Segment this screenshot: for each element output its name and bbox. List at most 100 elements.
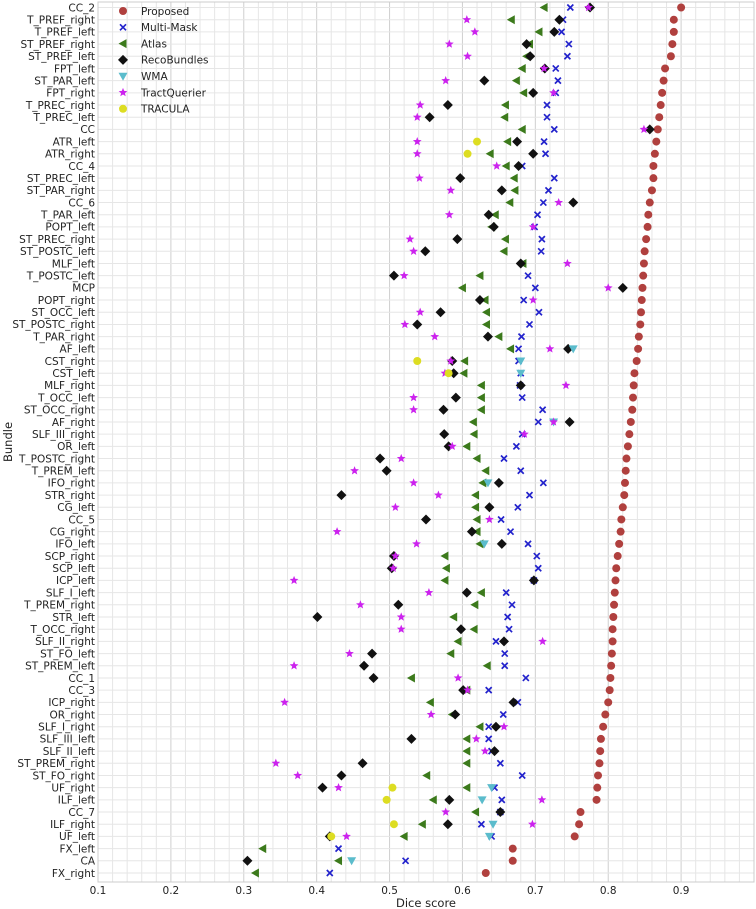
point-atlas xyxy=(517,63,526,73)
point-wma xyxy=(484,832,494,841)
point-proposed xyxy=(640,247,649,256)
point-atlas xyxy=(425,697,434,707)
point-atlas xyxy=(501,161,510,171)
point-wma xyxy=(483,479,493,488)
legend-marker xyxy=(118,72,128,81)
point-multi-mask xyxy=(535,308,543,316)
point-wma xyxy=(347,857,357,866)
point-multi-mask xyxy=(512,442,520,450)
point-multi-mask xyxy=(485,735,493,743)
point-tractquerier xyxy=(603,283,613,292)
y-tick-label: CC_7 xyxy=(68,807,95,819)
point-proposed xyxy=(656,101,665,110)
point-atlas xyxy=(449,612,458,622)
series-wma xyxy=(347,345,578,866)
series-atlas xyxy=(250,3,548,878)
point-atlas xyxy=(511,76,520,86)
point-proposed xyxy=(653,125,662,134)
point-tractquerier xyxy=(471,734,481,743)
point-tractquerier xyxy=(462,15,472,24)
point-tractquerier xyxy=(388,563,398,572)
point-atlas xyxy=(258,844,267,854)
point-atlas xyxy=(469,624,478,634)
point-multi-mask xyxy=(504,613,512,621)
y-tick-label: SLF_III_right xyxy=(32,429,95,441)
y-tick-label: SLF_II_right xyxy=(35,636,95,648)
x-tick-label: 0.1 xyxy=(90,885,107,897)
y-tick-label: ST_PREC_right xyxy=(19,234,95,246)
point-proposed xyxy=(634,332,643,341)
legend-item-recobundles: RecoBundles xyxy=(118,55,209,67)
point-atlas xyxy=(472,514,481,524)
point-atlas xyxy=(399,831,408,841)
point-proposed xyxy=(649,174,658,183)
y-tick-label: STR_left xyxy=(52,612,95,624)
y-tick-label: FX_left xyxy=(60,843,96,855)
point-recobundles xyxy=(474,295,485,306)
point-proposed xyxy=(638,283,647,292)
x-tick-label: 0.7 xyxy=(527,885,544,897)
point-tracula xyxy=(388,783,397,792)
y-tick-label: POPT_right xyxy=(38,295,95,307)
point-atlas xyxy=(500,100,509,110)
point-atlas xyxy=(481,319,490,329)
point-recobundles xyxy=(393,599,404,610)
point-tractquerier xyxy=(409,478,418,487)
point-recobundles xyxy=(450,392,461,403)
point-recobundles xyxy=(513,160,524,171)
y-tick-label: CA xyxy=(80,856,95,868)
point-recobundles xyxy=(466,526,477,537)
y-tick-label: T_POSTC_right xyxy=(18,453,95,465)
point-atlas xyxy=(476,588,485,598)
point-recobundles xyxy=(483,209,494,220)
point-recobundles xyxy=(490,721,501,732)
point-tractquerier xyxy=(412,149,422,158)
y-tick-label: T_PREC_right xyxy=(25,100,95,112)
point-tractquerier xyxy=(441,807,451,816)
point-tracula xyxy=(473,137,482,146)
legend-marker xyxy=(118,39,127,49)
point-atlas xyxy=(462,758,471,768)
y-tick-label: MLF_right xyxy=(44,380,95,392)
point-recobundles xyxy=(242,855,253,866)
point-tractquerier xyxy=(409,246,418,256)
y-tick-label: SLF_I_left xyxy=(46,587,95,599)
point-recobundles xyxy=(367,648,378,659)
point-proposed xyxy=(594,771,603,780)
point-tractquerier xyxy=(289,575,299,585)
point-recobundles xyxy=(515,380,526,391)
point-tractquerier xyxy=(405,234,415,243)
point-multi-mask xyxy=(565,40,573,48)
y-tick-label: CG_left xyxy=(57,502,95,514)
point-multi-mask xyxy=(534,564,542,572)
point-multi-mask xyxy=(485,723,493,731)
point-proposed xyxy=(639,259,648,268)
point-recobundles xyxy=(512,136,523,147)
point-atlas xyxy=(462,783,471,793)
point-tractquerier xyxy=(463,685,472,694)
legend-marker xyxy=(119,104,127,113)
point-atlas xyxy=(505,198,514,208)
point-wma xyxy=(477,796,487,805)
point-proposed xyxy=(629,381,638,390)
point-multi-mask xyxy=(524,272,532,280)
legend: Proposed Multi-Mask Atlas RecoBundles WMA Tra… xyxy=(118,6,209,116)
point-recobundles xyxy=(488,221,499,232)
point-multi-mask xyxy=(518,771,526,780)
point-recobundles xyxy=(359,660,370,671)
point-proposed xyxy=(508,856,517,865)
point-tractquerier xyxy=(561,380,571,390)
y-tick-label: FPT_left xyxy=(54,63,95,75)
y-tick-label: T_PAR_left xyxy=(40,210,95,222)
point-wma xyxy=(487,784,497,793)
point-tracula xyxy=(327,832,336,841)
point-recobundles xyxy=(493,477,504,488)
point-atlas xyxy=(499,246,508,256)
y-tick-label: ICP_right xyxy=(48,697,95,709)
point-atlas xyxy=(519,88,528,98)
point-multi-mask xyxy=(485,686,493,694)
point-tractquerier xyxy=(537,795,547,804)
point-atlas xyxy=(468,417,477,427)
point-multi-mask xyxy=(540,137,548,146)
